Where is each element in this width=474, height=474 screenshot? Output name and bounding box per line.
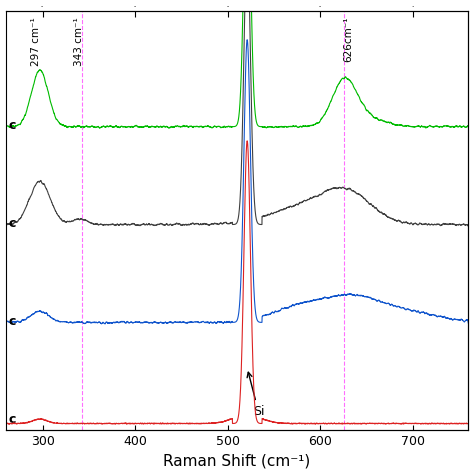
Text: c: c — [9, 119, 16, 132]
Text: c: c — [9, 413, 16, 426]
Text: Si: Si — [247, 372, 264, 418]
Text: 626cm⁻¹: 626cm⁻¹ — [343, 17, 353, 63]
Text: 343 cm⁻¹: 343 cm⁻¹ — [73, 17, 84, 65]
Text: 297 cm⁻¹: 297 cm⁻¹ — [31, 17, 41, 65]
Text: c: c — [9, 217, 16, 230]
Text: c: c — [9, 315, 16, 328]
X-axis label: Raman Shift (cm⁻¹): Raman Shift (cm⁻¹) — [164, 454, 310, 468]
